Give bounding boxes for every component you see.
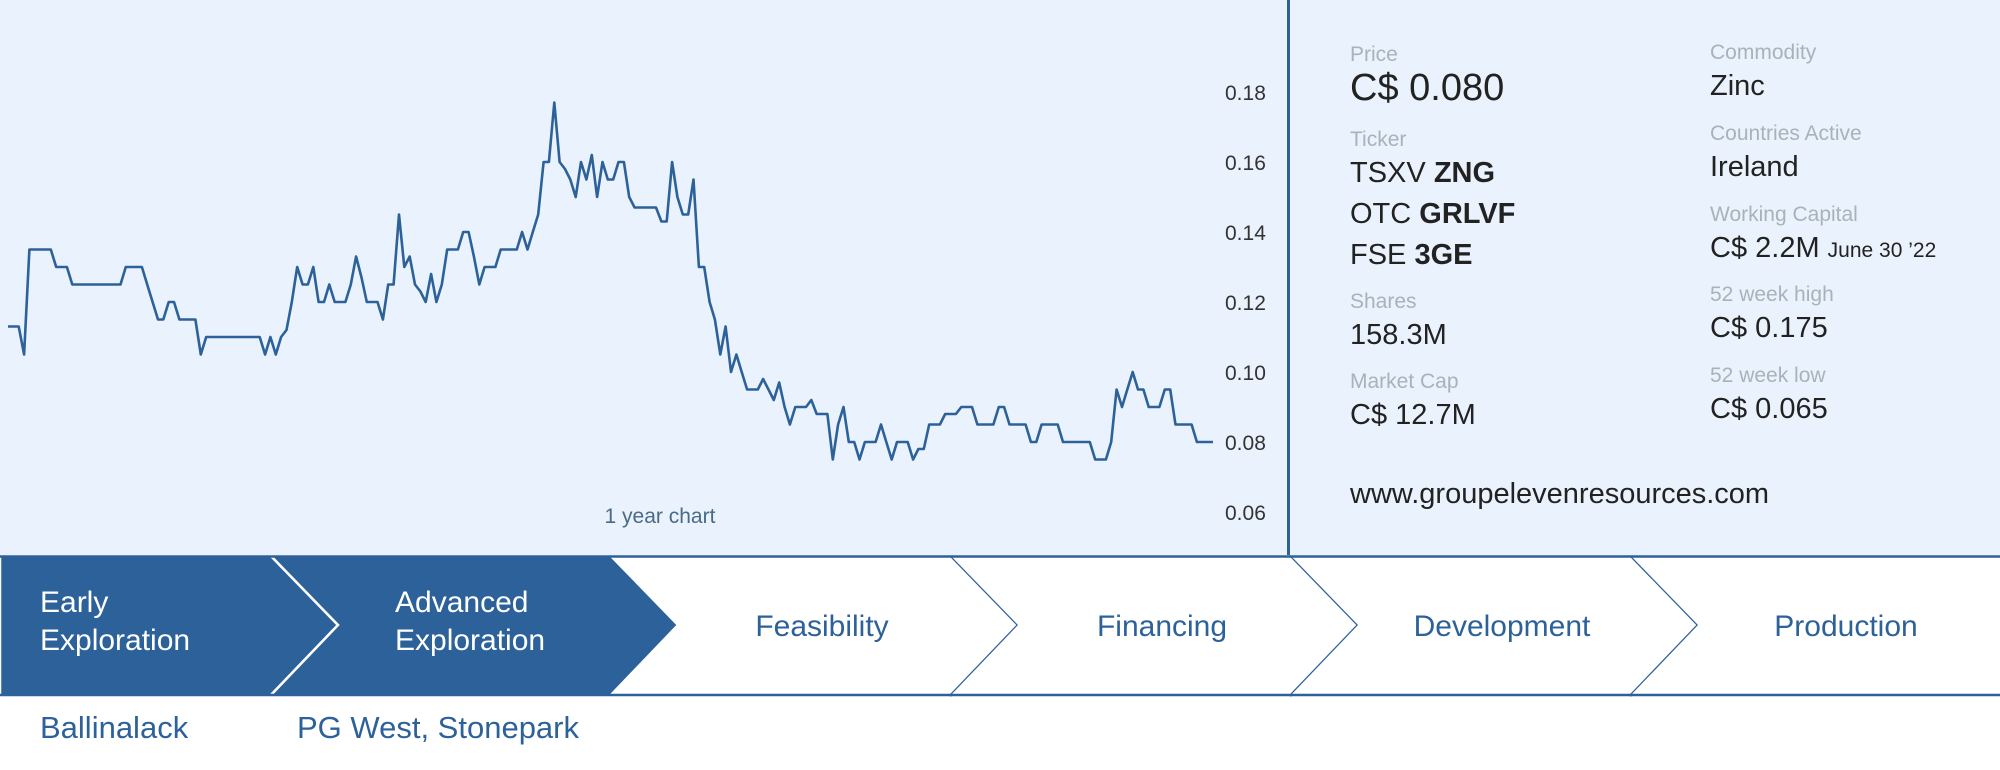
working-capital-label: Working Capital: [1710, 203, 1858, 226]
y-tick-label: 0.06: [1225, 502, 1266, 525]
ticker-fse: FSE 3GE: [1350, 239, 1473, 271]
working-capital-stat: Working Capital C$ 2.2M June 30 ’22: [1710, 202, 1936, 271]
website-link[interactable]: www.groupelevenresources.com: [1350, 478, 1770, 510]
panel-divider: [1287, 0, 1290, 557]
price-line: [8, 101, 1213, 461]
chart-panel: 0.18 0.16 0.14 0.12 0.10 0.08 0.06 1 year chart: [0, 0, 1288, 556]
price-value: C$ 0.080: [1350, 67, 1505, 109]
countries-value: Ireland: [1710, 151, 1799, 183]
week-low-label: 52 week low: [1710, 364, 1826, 387]
stage-label: Exploration: [395, 624, 545, 657]
working-capital-date: June 30 ’22: [1827, 239, 1937, 262]
stage-chevron: [950, 555, 1358, 696]
stage-production: Production: [1630, 555, 2000, 696]
stage-early-exploration: Early Exploration: [0, 555, 340, 698]
y-tick-label: 0.14: [1225, 222, 1266, 245]
stage-label: Production: [1774, 610, 1917, 643]
stage-label: Advanced: [395, 586, 528, 619]
stage-chevron: [1630, 555, 2000, 696]
stats-panel: [1290, 0, 2000, 556]
stage-label: Feasibility: [755, 610, 888, 643]
y-tick-label: 0.08: [1225, 432, 1266, 455]
stage-feasibility: Feasibility: [610, 555, 1020, 697]
commodity-stat: Commodity Zinc: [1710, 40, 1816, 106]
y-tick-label: 0.16: [1225, 152, 1266, 175]
week-high-label: 52 week high: [1710, 283, 1834, 306]
market-cap-label: Market Cap: [1350, 370, 1459, 393]
ticker-tsxv: TSXV ZNG: [1350, 157, 1496, 189]
stage-label: Early: [40, 586, 108, 619]
ticker-label: Ticker: [1350, 128, 1407, 151]
countries-label: Countries Active: [1710, 122, 1862, 145]
ticker-stat: Ticker TSXV ZNG OTC GRLVF FSE 3GE: [1350, 127, 1515, 276]
project-pg-west-stonepark: PG West, Stonepark: [297, 710, 579, 745]
stage-label: Development: [1414, 610, 1591, 643]
chart-caption: 1 year chart: [605, 505, 716, 528]
price-stat: Price C$ 0.080: [1350, 42, 1504, 108]
working-capital-row: C$ 2.2M June 30 ’22: [1710, 228, 1936, 271]
working-capital-value: C$ 2.2M: [1710, 232, 1820, 264]
y-tick-label: 0.12: [1225, 292, 1266, 315]
countries-stat: Countries Active Ireland: [1710, 121, 1862, 187]
shares-label: Shares: [1350, 290, 1417, 313]
price-label: Price: [1350, 43, 1398, 66]
ticker-otc: OTC GRLVF: [1350, 198, 1516, 230]
price-chart: 0.18 0.16 0.14 0.12 0.10 0.08 0.06 1 year chart: [8, 82, 1266, 528]
week-high-stat: 52 week high C$ 0.175: [1710, 282, 1834, 348]
y-tick-label: 0.10: [1225, 362, 1266, 385]
market-cap-stat: Market Cap C$ 12.7M: [1350, 369, 1476, 435]
project-ballinalack: Ballinalack: [40, 710, 189, 745]
shares-value: 158.3M: [1350, 319, 1447, 351]
stage-chevron: [1290, 555, 1698, 696]
shares-stat: Shares 158.3M: [1350, 289, 1447, 355]
stage-financing: Financing: [950, 555, 1360, 697]
stage-label: Exploration: [40, 624, 190, 657]
commodity-value: Zinc: [1710, 70, 1765, 102]
market-cap-value: C$ 12.7M: [1350, 399, 1476, 431]
development-pipeline: Early Exploration Advanced Exploration Feasi…: [0, 555, 2000, 698]
week-low-stat: 52 week low C$ 0.065: [1710, 363, 1828, 429]
stage-development: Development: [1290, 555, 1700, 697]
stage-label: Financing: [1097, 610, 1227, 643]
week-high-value: C$ 0.175: [1710, 312, 1828, 344]
stage-advanced-exploration: Advanced Exploration: [267, 555, 680, 698]
stage-chevron: [610, 555, 1018, 696]
week-low-value: C$ 0.065: [1710, 393, 1828, 425]
commodity-label: Commodity: [1710, 41, 1817, 64]
y-tick-label: 0.18: [1225, 82, 1266, 105]
